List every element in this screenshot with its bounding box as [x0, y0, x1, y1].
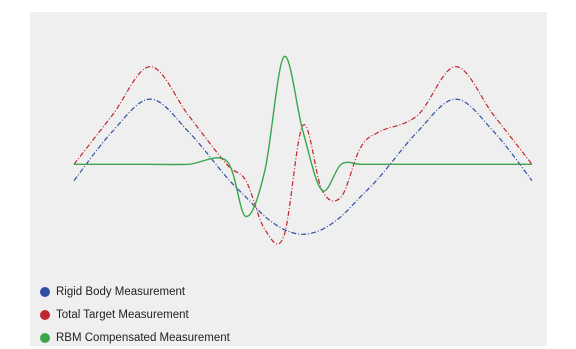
chart-panel: Rigid Body Measurement Total Target Meas…: [30, 12, 547, 346]
legend-item-total-target: Total Target Measurement: [40, 303, 230, 326]
legend-swatch-total-target: [40, 309, 50, 320]
legend-swatch-rbm-compensated: [40, 332, 50, 343]
legend-label-rbm-compensated: RBM Compensated Measurement: [56, 331, 230, 344]
legend: Rigid Body Measurement Total Target Meas…: [40, 280, 230, 349]
series-line-rbm-compensated: [74, 56, 532, 218]
legend-swatch-rigid-body: [40, 286, 50, 297]
legend-label-rigid-body: Rigid Body Measurement: [56, 285, 186, 298]
legend-item-rbm-compensated: RBM Compensated Measurement: [40, 326, 230, 349]
series-line-total-target: [73, 65, 533, 245]
plot-area: [73, 56, 533, 245]
legend-label-total-target: Total Target Measurement: [56, 308, 189, 321]
series-line-rigid-body: [73, 98, 533, 235]
legend-item-rigid-body: Rigid Body Measurement: [40, 280, 230, 303]
